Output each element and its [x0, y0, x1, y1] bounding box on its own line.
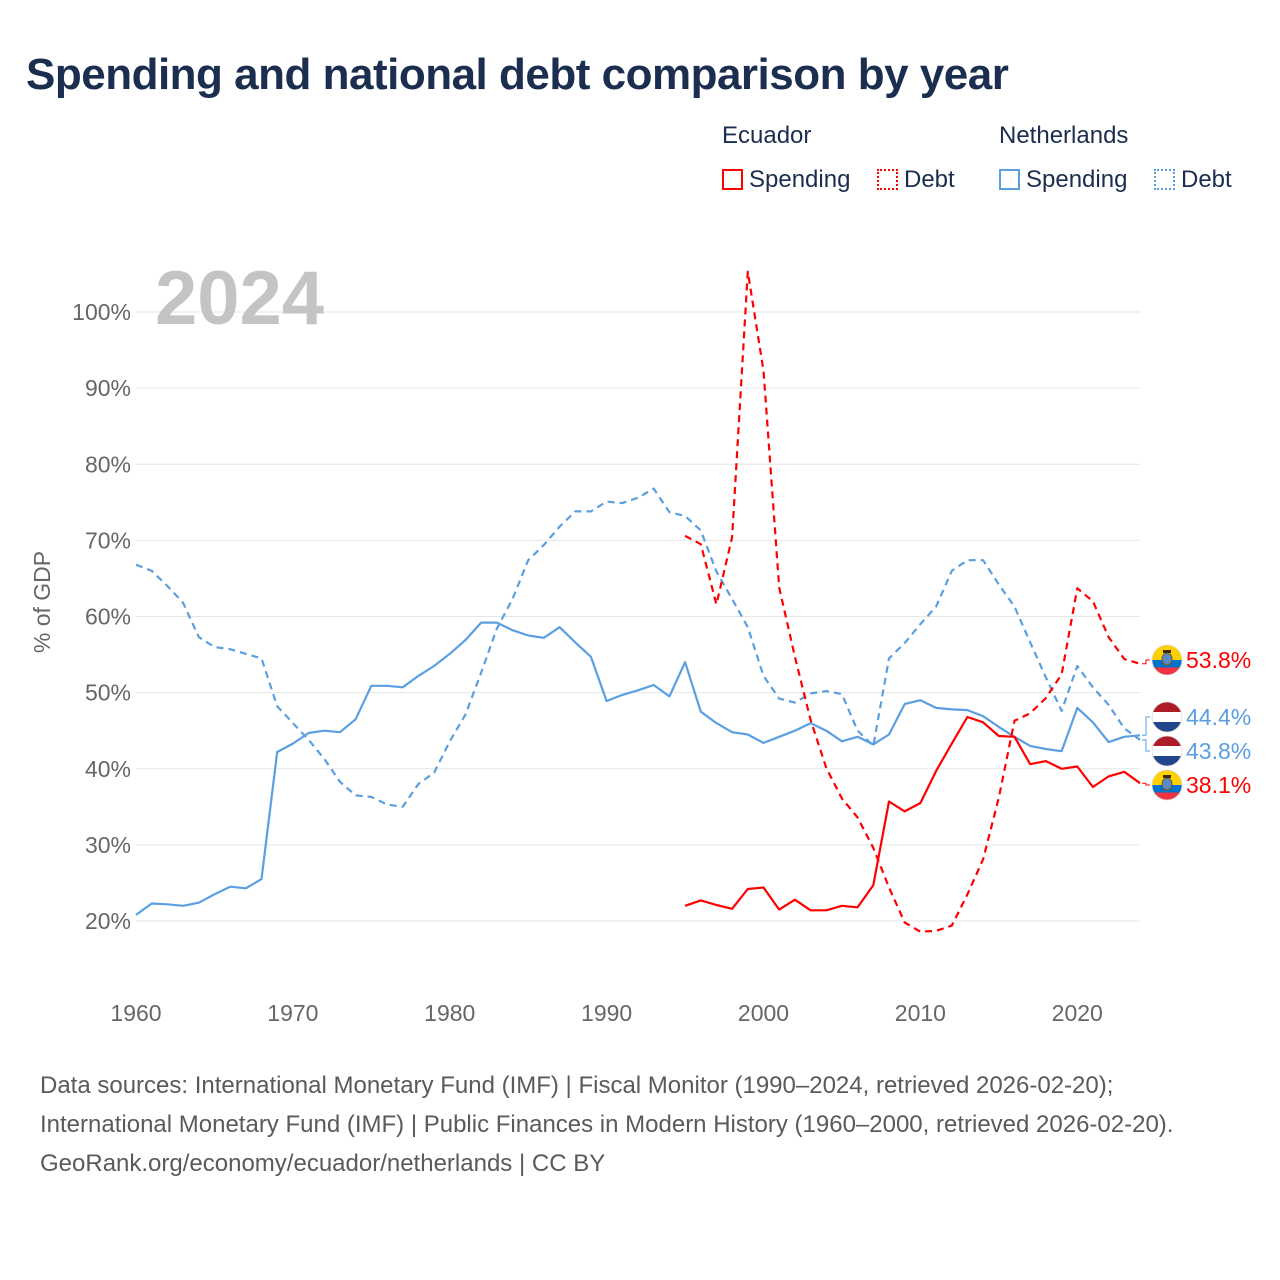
grid-lines	[136, 311, 1140, 922]
series-lines	[135, 270, 1141, 933]
legend-label: Debt	[1181, 166, 1232, 193]
legend-country-netherlands: Netherlands	[999, 122, 1129, 149]
end-label-connector	[1142, 739, 1150, 752]
ecuador-flag-icon	[1151, 644, 1183, 676]
series-line-netherlands-spending[interactable]	[135, 621, 1141, 916]
series-line-netherlands-debt[interactable]	[135, 487, 1141, 808]
credit-link[interactable]: GeoRank.org/economy/ecuador/netherlands …	[40, 1150, 606, 1177]
chart-title: Spending and national debt comparison by…	[26, 50, 1009, 99]
data-sources: Data sources: International Monetary Fun…	[40, 1072, 1174, 1138]
y-tick-label: 40%	[85, 756, 131, 782]
end-labels: 53.8% 44.4% 43.8% 38.1%	[1142, 644, 1251, 801]
x-tick-label: 1960	[110, 1000, 161, 1026]
legend-swatch-solid	[999, 169, 1020, 190]
series-line-ecuador-spending[interactable]	[684, 715, 1141, 912]
y-tick-label: 90%	[85, 375, 131, 401]
y-tick-label: 70%	[85, 527, 131, 553]
y-tick-label: 20%	[85, 908, 131, 934]
legend-label: Debt	[904, 166, 955, 193]
x-tick-label: 1970	[267, 1000, 318, 1026]
end-label-connector	[1142, 782, 1150, 786]
y-tick-label: 50%	[85, 680, 131, 706]
y-tick-label: 80%	[85, 451, 131, 477]
y-axis-ticks: 20% 30% 40% 50% 60% 70% 80% 90% 100%	[72, 299, 131, 934]
netherlands-flag-icon	[1151, 735, 1183, 767]
legend-swatch-dotted	[877, 169, 898, 190]
end-label-connector	[1142, 716, 1150, 736]
x-tick-label: 1990	[581, 1000, 632, 1026]
legend-country-ecuador: Ecuador	[722, 122, 812, 149]
legend-label: Spending	[1026, 166, 1128, 193]
end-value-label: 38.1%	[1186, 772, 1251, 798]
legend-item-netherlands-debt[interactable]: Debt	[1154, 166, 1232, 194]
x-tick-label: 2000	[738, 1000, 789, 1026]
y-tick-label: 100%	[72, 299, 131, 325]
year-label: 2024	[155, 256, 324, 341]
y-tick-label: 30%	[85, 832, 131, 858]
footer: Data sources: International Monetary Fun…	[40, 1066, 1240, 1183]
line-chart: 2024 20%30%40%50%60%70%80%90%100% 1960 19…	[29, 256, 1251, 1026]
x-tick-label: 1980	[424, 1000, 475, 1026]
end-label-connector	[1142, 659, 1150, 665]
end-value-label: 53.8%	[1186, 647, 1251, 673]
legend-item-ecuador-debt[interactable]: Debt	[877, 166, 955, 194]
netherlands-flag-icon	[1151, 701, 1183, 733]
y-tick-label: 60%	[85, 604, 131, 630]
x-tick-label: 2010	[895, 1000, 946, 1026]
end-value-label: 43.8%	[1186, 738, 1251, 764]
end-value-label: 44.4%	[1186, 704, 1251, 730]
legend-item-netherlands-spending[interactable]: Spending	[999, 166, 1127, 194]
legend-swatch-dotted	[1154, 169, 1175, 190]
x-tick-label: 2020	[1052, 1000, 1103, 1026]
series-line-ecuador-debt[interactable]	[684, 270, 1141, 933]
y-axis-label: % of GDP	[29, 551, 55, 653]
legend-label: Spending	[749, 166, 851, 193]
legend-item-ecuador-spending[interactable]: Spending	[722, 166, 850, 194]
x-axis-ticks: 1960 1970 1980 1990 2000 2010 2020	[110, 1000, 1102, 1026]
legend-group-ecuador: Ecuador Spending Debt	[722, 122, 955, 193]
legend-group-netherlands: Netherlands Spending Debt	[999, 122, 1232, 193]
legend: Ecuador Spending Debt Netherlands Spendi…	[722, 122, 1262, 202]
legend-swatch-solid	[722, 169, 743, 190]
ecuador-flag-icon	[1151, 769, 1183, 801]
